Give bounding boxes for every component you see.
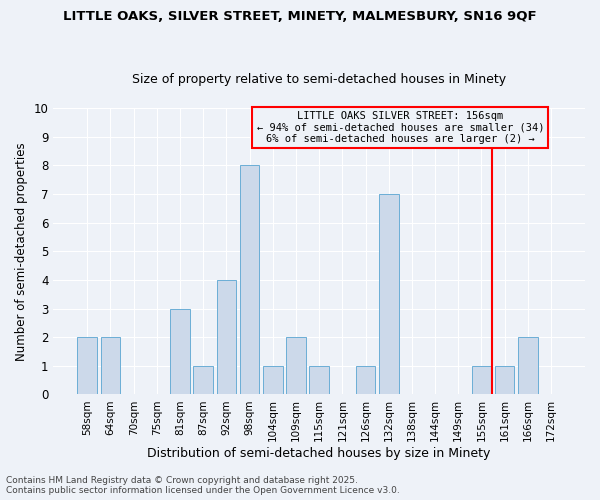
Y-axis label: Number of semi-detached properties: Number of semi-detached properties <box>15 142 28 360</box>
Bar <box>472 366 491 394</box>
Bar <box>217 280 236 394</box>
Bar <box>193 366 213 394</box>
Bar <box>77 337 97 394</box>
Bar <box>379 194 398 394</box>
Bar <box>518 337 538 394</box>
Bar <box>309 366 329 394</box>
Text: LITTLE OAKS, SILVER STREET, MINETY, MALMESBURY, SN16 9QF: LITTLE OAKS, SILVER STREET, MINETY, MALM… <box>63 10 537 23</box>
Bar <box>240 166 259 394</box>
Bar <box>495 366 514 394</box>
X-axis label: Distribution of semi-detached houses by size in Minety: Distribution of semi-detached houses by … <box>148 447 491 460</box>
Bar <box>286 337 306 394</box>
Bar <box>170 308 190 394</box>
Text: Contains HM Land Registry data © Crown copyright and database right 2025.
Contai: Contains HM Land Registry data © Crown c… <box>6 476 400 495</box>
Bar <box>356 366 376 394</box>
Bar <box>263 366 283 394</box>
Text: LITTLE OAKS SILVER STREET: 156sqm
← 94% of semi-detached houses are smaller (34): LITTLE OAKS SILVER STREET: 156sqm ← 94% … <box>257 111 544 144</box>
Bar <box>101 337 121 394</box>
Title: Size of property relative to semi-detached houses in Minety: Size of property relative to semi-detach… <box>132 73 506 86</box>
